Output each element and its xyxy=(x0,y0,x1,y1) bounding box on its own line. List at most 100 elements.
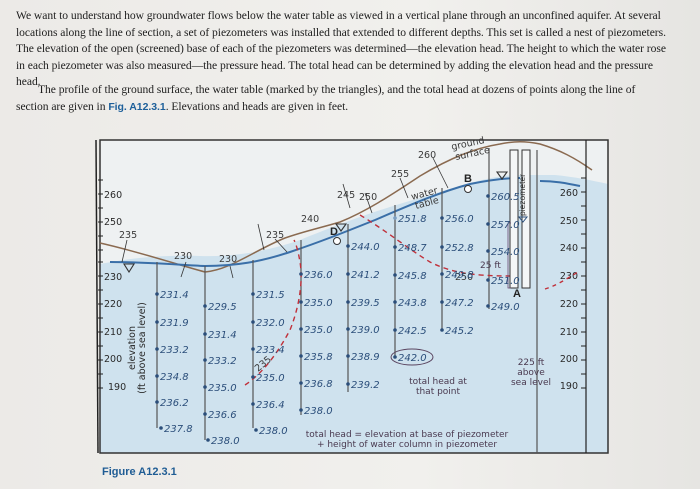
head-value: 245.2 xyxy=(445,326,474,337)
head-value: 235.0 xyxy=(256,373,285,384)
datum-label-line3: sea level xyxy=(511,378,551,388)
head-value: 231.5 xyxy=(256,290,285,301)
paragraph2-post: . Elevations and heads are given in feet… xyxy=(165,99,349,113)
twentyfive-ft-label: 25 ft xyxy=(480,261,501,271)
head-value: 249.0 xyxy=(491,302,520,313)
saturated-zone xyxy=(100,175,608,453)
datum-label-line1: 225 ft xyxy=(518,358,545,368)
figure-reference-paragraph: The profile of the ground surface, the w… xyxy=(16,82,666,115)
point-d-marker xyxy=(333,237,341,245)
equipotential-right-dashed xyxy=(544,271,579,290)
datum-label-line2: above xyxy=(517,368,545,378)
contour-leader-lines xyxy=(121,157,449,279)
piezometer-tube-outer xyxy=(509,149,519,289)
left-tick-220: 220 xyxy=(104,299,122,310)
water-table-triangle-icon xyxy=(495,171,509,180)
formula-line1: total head = elevation at base of piezom… xyxy=(306,430,509,440)
head-value: 236.6 xyxy=(208,410,237,421)
head-value: 241.2 xyxy=(351,270,380,281)
total-head-note-line2: that point xyxy=(416,387,461,397)
head-value: 256.0 xyxy=(445,214,474,225)
nest-6: 251.8 248.7 245.8 243.8 242.5 242.0 xyxy=(390,214,434,366)
y-axis-label-line1: elevation xyxy=(127,326,138,370)
head-value: 236.4 xyxy=(256,400,285,411)
head-value: 238.0 xyxy=(211,436,240,447)
head-value: 235.0 xyxy=(304,298,333,309)
right-tick-230: 230 xyxy=(560,271,578,282)
head-value: 238.0 xyxy=(304,406,333,417)
water-table-triangle-icon xyxy=(123,263,135,274)
head-value: 233.2 xyxy=(160,345,189,356)
figure-reference-link: Fig. A12.3.1 xyxy=(108,100,166,113)
head-value: 239.0 xyxy=(351,325,380,336)
left-tick-190: 190 xyxy=(108,382,126,393)
right-tick-260: 260 xyxy=(560,188,578,199)
head-value: 234.8 xyxy=(160,372,189,383)
equipotential-235-dashed xyxy=(244,239,302,386)
contour-label-245: 245 xyxy=(337,190,355,201)
contour-label-235-mid: 235 xyxy=(266,230,284,241)
paragraph2-pre: The profile of the ground surface, the w… xyxy=(16,83,636,113)
left-tick-250: 250 xyxy=(104,217,122,228)
point-d-label: D xyxy=(330,226,338,238)
head-value: 254.0 xyxy=(491,247,520,258)
head-value: 231.4 xyxy=(160,290,189,301)
right-tick-200: 200 xyxy=(560,354,578,365)
left-tick-230: 230 xyxy=(104,272,122,283)
head-value: 236.8 xyxy=(304,379,333,390)
contour-label-250-dashed: 250 xyxy=(455,272,473,283)
y-axis-label-line2: (ft above sea level) xyxy=(137,302,148,394)
figure-caption: Figure A12.3.1 xyxy=(102,466,177,478)
nest-1: 231.4 231.9 233.2 234.8 236.2 237.8 xyxy=(155,290,193,435)
head-value: 245.8 xyxy=(398,271,427,282)
right-tick-220: 220 xyxy=(560,299,578,310)
left-axis-ticks xyxy=(98,179,103,389)
head-value: 237.8 xyxy=(164,424,193,435)
equipotential-250-dashed xyxy=(359,214,511,277)
nest-3: 231.5 232.0 233.4 235.0 236.4 238.0 xyxy=(251,290,288,437)
head-value: 238.9 xyxy=(351,352,380,363)
intro-paragraph: We want to understand how groundwater fl… xyxy=(16,9,666,88)
highlighted-head-ellipse xyxy=(390,348,434,366)
contour-label-255: 255 xyxy=(391,169,409,180)
left-axis xyxy=(95,139,99,454)
twentyfive-ft-bracket xyxy=(507,222,511,289)
right-tick-250: 250 xyxy=(560,216,578,227)
right-tick-240: 240 xyxy=(560,243,578,254)
head-value: 235.8 xyxy=(304,352,333,363)
head-value: 233.2 xyxy=(208,356,237,367)
right-axis-ticks xyxy=(581,177,586,389)
head-value: 235.0 xyxy=(304,325,333,336)
left-tick-200: 200 xyxy=(104,354,122,365)
contour-label-235-left: 235 xyxy=(119,230,137,241)
figure-border xyxy=(99,139,609,454)
nest-2: 229.5 231.4 233.2 235.0 236.6 238.0 xyxy=(203,302,240,447)
head-value: 232.0 xyxy=(256,318,285,329)
right-tick-210: 210 xyxy=(560,327,578,338)
contour-label-250: 250 xyxy=(359,192,377,203)
head-value: 252.8 xyxy=(445,243,474,254)
head-value: 239.2 xyxy=(351,380,380,391)
nest-5: 244.0 241.2 239.5 239.0 238.9 239.2 xyxy=(346,242,380,391)
water-table-line-right xyxy=(539,180,581,187)
contour-label-230-b: 230 xyxy=(219,254,237,265)
point-a-label: A xyxy=(513,288,521,300)
head-value: 247.2 xyxy=(445,298,474,309)
nest-4: 236.0 235.0 235.0 235.8 236.8 238.0 xyxy=(299,270,333,417)
head-value: 238.0 xyxy=(259,426,288,437)
point-b-label: B xyxy=(464,173,472,185)
head-value: 249.8 xyxy=(445,270,474,281)
water-table-triangle-icon xyxy=(334,223,348,232)
head-value: 260.5 xyxy=(491,192,520,203)
nest-7: 256.0 252.8 249.8 247.2 245.2 xyxy=(440,214,474,337)
head-value: 231.9 xyxy=(160,318,189,329)
contour-label-240: 240 xyxy=(301,214,319,225)
head-value: 236.0 xyxy=(304,270,333,281)
head-value: 235.0 xyxy=(208,383,237,394)
left-tick-210: 210 xyxy=(104,327,122,338)
head-value: 229.5 xyxy=(208,302,237,313)
nest-8: 260.5 257.0 254.0 251.0 249.0 xyxy=(486,192,520,313)
head-value-highlighted: 242.0 xyxy=(398,353,427,364)
point-b-marker xyxy=(464,185,472,193)
